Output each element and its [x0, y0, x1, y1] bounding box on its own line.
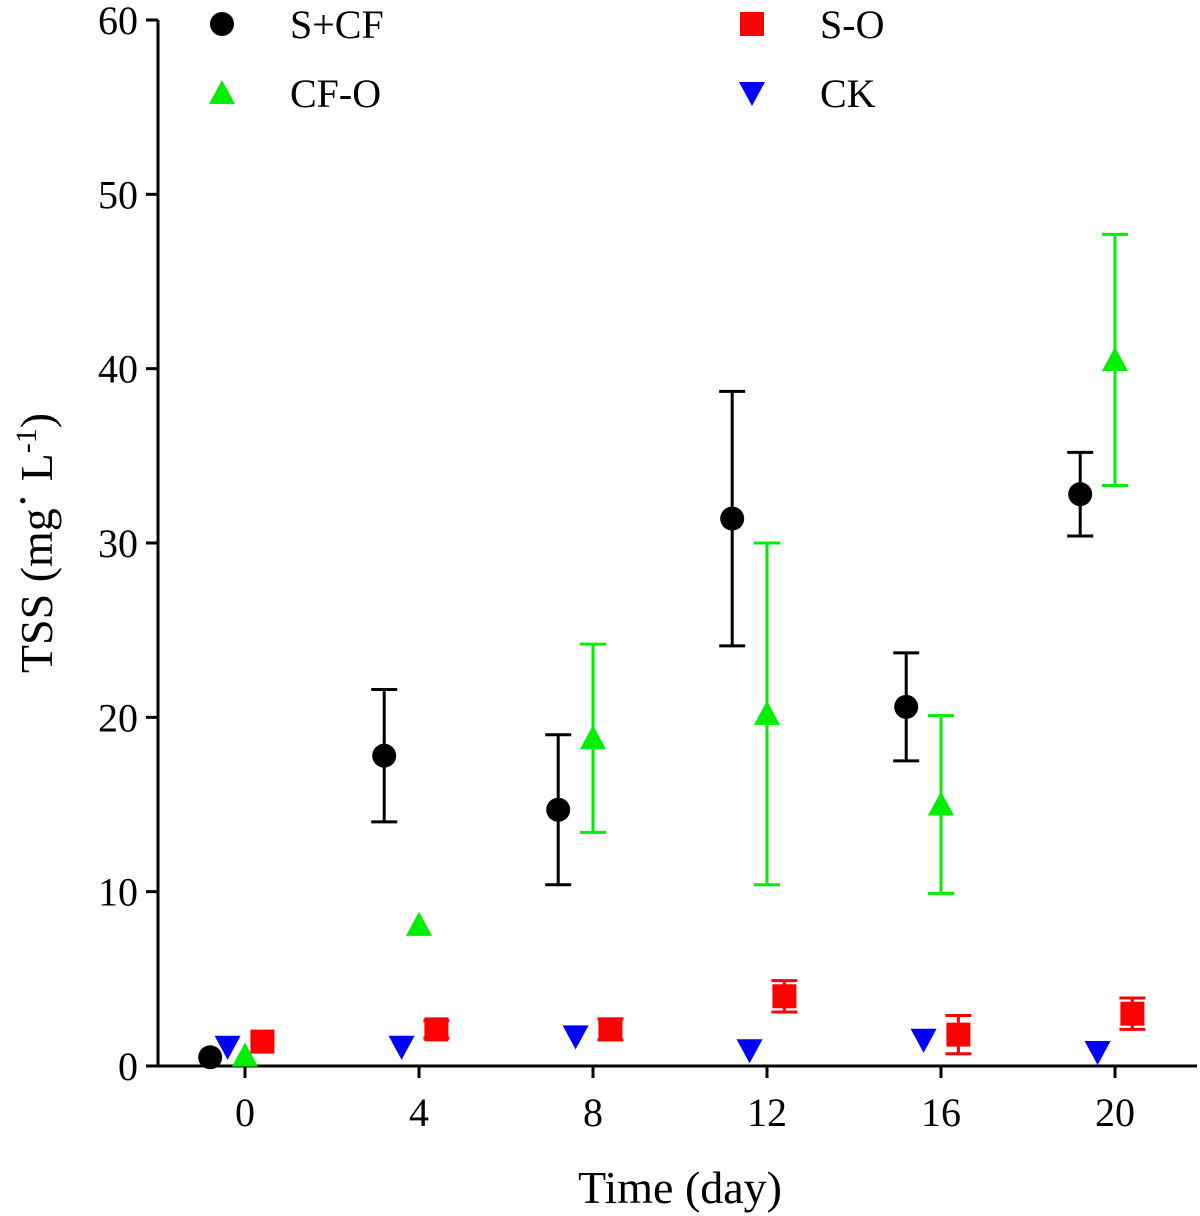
data-point-s-o — [250, 1029, 275, 1054]
data-point-s-o — [946, 1022, 971, 1047]
data-point-s-o — [598, 1017, 623, 1042]
data-point-cf-o — [928, 791, 954, 816]
y-tick-label: 0 — [118, 1044, 138, 1089]
data-point-cf-o — [232, 1042, 258, 1067]
data-point-s-o — [1120, 1001, 1145, 1026]
data-point-ck — [736, 1039, 763, 1064]
data-point-ck — [388, 1035, 415, 1060]
data-point-s-cf — [720, 506, 745, 531]
y-tick-label: 60 — [98, 0, 138, 43]
data-point-s-cf — [546, 797, 571, 822]
y-axis-title: TSS (mg· L-1) — [0, 413, 62, 673]
data-point-cf-o — [406, 911, 432, 936]
axes — [147, 20, 1197, 1068]
x-tick-label: 20 — [1095, 1090, 1135, 1135]
series-cf-o — [232, 232, 1128, 1067]
y-axis-title-main: TSS (mg — [11, 508, 62, 673]
data-point-s-o — [424, 1017, 449, 1042]
legend: S+CF S-O CF-O CK — [209, 2, 884, 116]
x-tick-label: 0 — [235, 1090, 255, 1135]
y-tick-label: 50 — [98, 172, 138, 217]
y-tick-label: 30 — [98, 521, 138, 566]
y-tick-label: 10 — [98, 870, 138, 915]
data-point-s-cf — [1068, 482, 1093, 507]
legend-marker-s-o — [740, 12, 764, 36]
legend-label-s-cf: S+CF — [290, 2, 384, 47]
legend-marker-s-cf — [210, 12, 234, 36]
series-s-cf — [198, 389, 1094, 1070]
data-point-cf-o — [754, 700, 780, 725]
data-point-ck — [214, 1035, 241, 1060]
x-tick-label: 16 — [921, 1090, 961, 1135]
x-tick-label: 4 — [409, 1090, 429, 1135]
data-point-s-cf — [198, 1045, 223, 1070]
y-axis-title-sup: -1 — [10, 428, 43, 453]
series-ck — [214, 1025, 1111, 1066]
y-axis-title-unit: L — [11, 453, 62, 493]
data-point-ck — [562, 1025, 589, 1050]
data-point-s-o — [772, 984, 797, 1009]
x-axis-title: Time (day) — [578, 1162, 782, 1213]
data-point-s-cf — [894, 694, 919, 719]
y-axis-title-dot: · — [0, 493, 48, 508]
legend-label-cf-o: CF-O — [290, 71, 381, 116]
y-tick-label: 40 — [98, 347, 138, 392]
data-point-ck — [910, 1028, 937, 1053]
y-axis-title-close: ) — [11, 413, 62, 428]
legend-label-ck: CK — [820, 71, 876, 116]
data-point-s-cf — [372, 743, 397, 768]
x-tick-label: 8 — [583, 1090, 603, 1135]
x-tick-label: 12 — [747, 1090, 787, 1135]
data-point-cf-o — [1102, 346, 1128, 371]
series-s-o — [250, 979, 1146, 1056]
series-layer — [198, 232, 1146, 1070]
legend-label-s-o: S-O — [820, 2, 884, 47]
y-tick-label: 20 — [98, 695, 138, 740]
y-ticks: 0 10 20 30 40 50 60 — [98, 0, 158, 1089]
data-point-cf-o — [580, 725, 606, 750]
x-ticks: 0 4 8 12 16 20 — [235, 1066, 1135, 1135]
legend-marker-cf-o — [209, 80, 235, 105]
data-point-ck — [1084, 1041, 1111, 1066]
legend-marker-ck — [739, 81, 765, 106]
